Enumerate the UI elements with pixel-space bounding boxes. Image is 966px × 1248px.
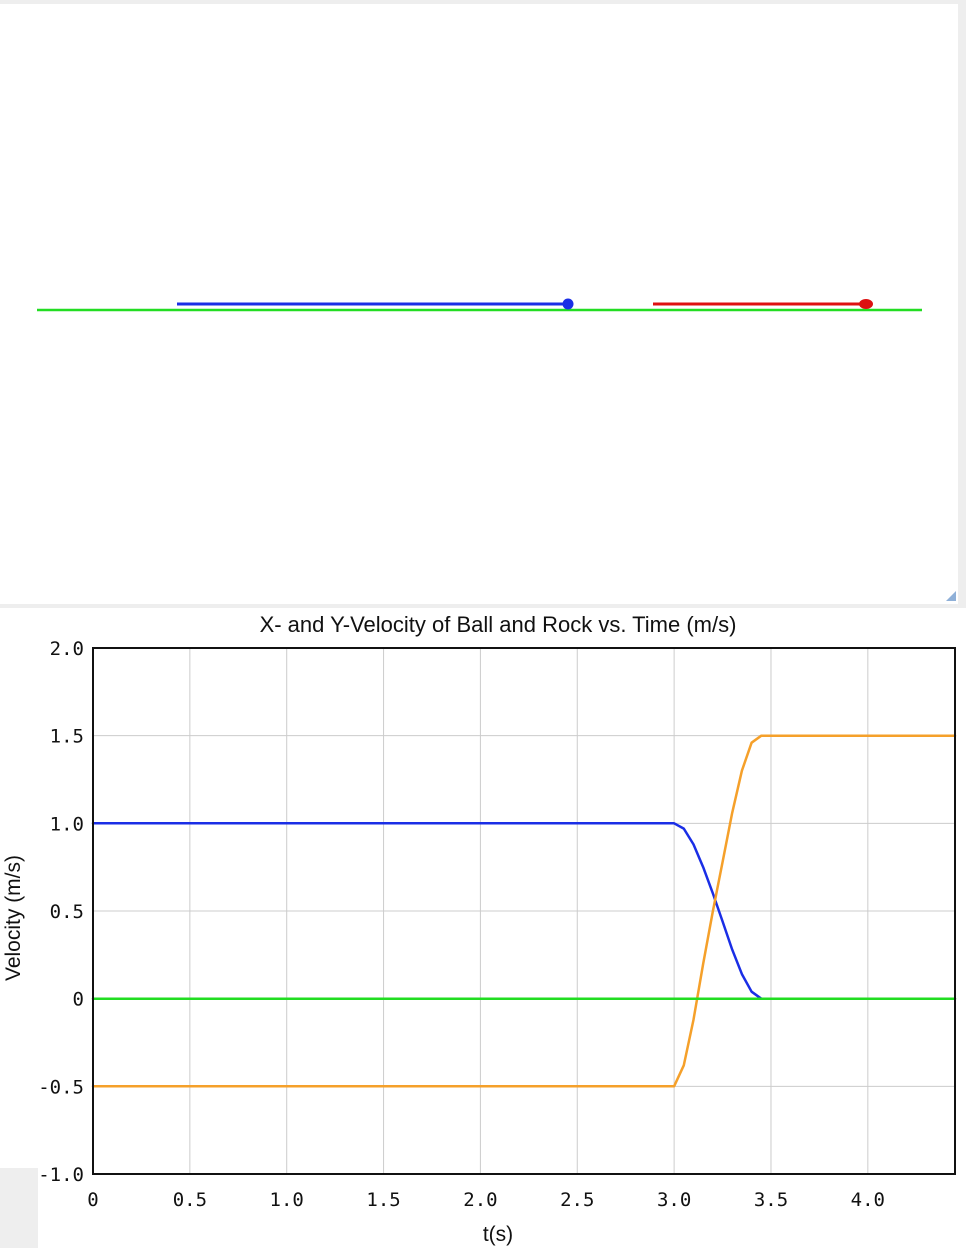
y-tick-label: 0.5 (50, 901, 84, 923)
x-tick-label: 3.5 (754, 1189, 788, 1211)
x-tick-label: 4.0 (851, 1189, 885, 1211)
y-axis-label: Velocity (m/s) (2, 855, 25, 981)
x-axis-label: t(s) (483, 1223, 513, 1246)
y-tick-label: -0.5 (38, 1076, 84, 1098)
y-tick-label: 1.0 (50, 813, 84, 835)
plot-frame (92, 647, 956, 1175)
y-tick-label: 1.5 (50, 726, 84, 748)
x-tick-label: 2.0 (463, 1189, 497, 1211)
velocity-chart: X- and Y-Velocity of Ball and Rock vs. T… (0, 608, 966, 1248)
x-tick-label: 0 (87, 1189, 98, 1211)
x-tick-label: 3.0 (657, 1189, 691, 1211)
y-tick-label: -1.0 (38, 1164, 84, 1186)
ball[interactable] (562, 298, 574, 310)
velocity-chart-panel: X- and Y-Velocity of Ball and Rock vs. T… (0, 608, 966, 1248)
y-tick-label: 0 (73, 989, 84, 1011)
resize-handle[interactable] (946, 591, 956, 601)
simulation-canvas (37, 298, 956, 601)
y-tick-label: 2.0 (50, 638, 84, 660)
x-tick-label: 2.5 (560, 1189, 594, 1211)
series-line-1 (91, 822, 763, 1000)
x-tick-label: 0.5 (173, 1189, 207, 1211)
x-tick-label: 1.0 (270, 1189, 304, 1211)
rock[interactable] (859, 299, 873, 309)
x-tick-label: 1.5 (366, 1189, 400, 1211)
chart-title: X- and Y-Velocity of Ball and Rock vs. T… (260, 612, 737, 637)
series-layer (91, 734, 957, 1088)
tick-labels: 0 0.5 1.0 1.5 2.0 2.5 3.0 3.5 4.0 2.0 1.5 1.0 0.5 0 -0… (38, 638, 885, 1211)
simulation-panel (0, 4, 958, 604)
series-line-2 (91, 734, 957, 1088)
